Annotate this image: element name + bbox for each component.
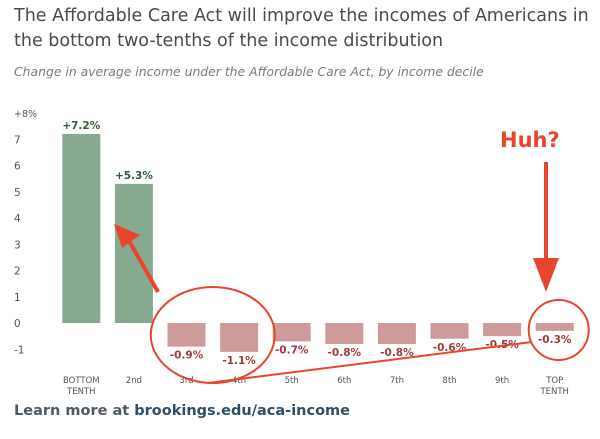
y-tick-label: 3 [14,239,21,251]
y-tick-label: 0 [14,318,21,330]
x-tick-label: 3rd [179,376,193,386]
huh-annotation: Huh? [500,128,560,152]
arrowhead-huh [533,258,559,292]
y-tick-label: 5 [14,187,21,199]
bar [483,323,522,337]
y-tick-label: 7 [14,134,21,146]
footer-learn-more: Learn more at brookings.edu/aca-income [14,403,350,419]
x-tick-label: 7th [390,376,404,386]
footer-link[interactable]: brookings.edu/aca-income [134,403,350,419]
data-label: -0.3% [538,334,572,346]
chart-subtitle: Change in average income under the Affor… [14,64,484,79]
data-label: +7.2% [62,120,100,132]
bar [220,323,259,352]
data-label: -0.9% [170,350,204,362]
y-tick-label: 2 [14,266,21,278]
x-tick-label: 4th [232,376,246,386]
footer-prefix: Learn more at [14,403,130,419]
x-tick-label: 6th [337,376,351,386]
data-label: -0.7% [275,344,309,356]
x-tick-label: TOP [545,376,563,386]
bar [377,323,416,344]
circle-top-tenth [527,299,590,361]
data-label: +5.3% [115,170,153,182]
bar [167,323,206,347]
y-axis: +8% 7 6 5 4 3 2 1 0 -1 [14,109,37,356]
x-tick-label: 5th [285,376,299,386]
y-tick-label: -1 [14,344,24,356]
x-tick-label: 2nd [126,376,142,386]
arrowhead-2nd-bar [114,224,140,248]
bar [325,323,364,344]
connector-line [207,341,533,384]
bars: +7.2%+5.3%-0.9% -1.1%-0.7% -0.8% -0.8% -0.6%… [62,120,574,367]
x-tick-label: TENTH [539,387,569,397]
data-label: -0.8% [328,347,362,359]
x-tick-label: BOTTOM [63,376,100,386]
y-tick-label: 6 [14,161,21,173]
x-tick-label: TENTH [66,387,96,397]
bar [62,134,101,323]
data-label: -0.8% [380,347,414,359]
bar [272,323,311,342]
annotations [114,162,590,384]
x-tick-label: 8th [442,376,456,386]
chart-title: The Affordable Care Act will improve the… [14,6,589,51]
bar [430,323,469,339]
arrow-to-2nd-bar [126,238,160,293]
bar [535,323,574,331]
income-change-bar-chart: +8% 7 6 5 4 3 2 1 0 -1 +7.2% +5.3% -0.9% -1.1% -0.7% -… [14,109,590,397]
x-tick-label: 9th [495,376,509,386]
data-label: -1.1% [222,355,256,367]
y-tick-label: +8% [14,109,37,120]
y-tick-label: 1 [14,292,21,304]
y-tick-label: 4 [14,213,21,225]
